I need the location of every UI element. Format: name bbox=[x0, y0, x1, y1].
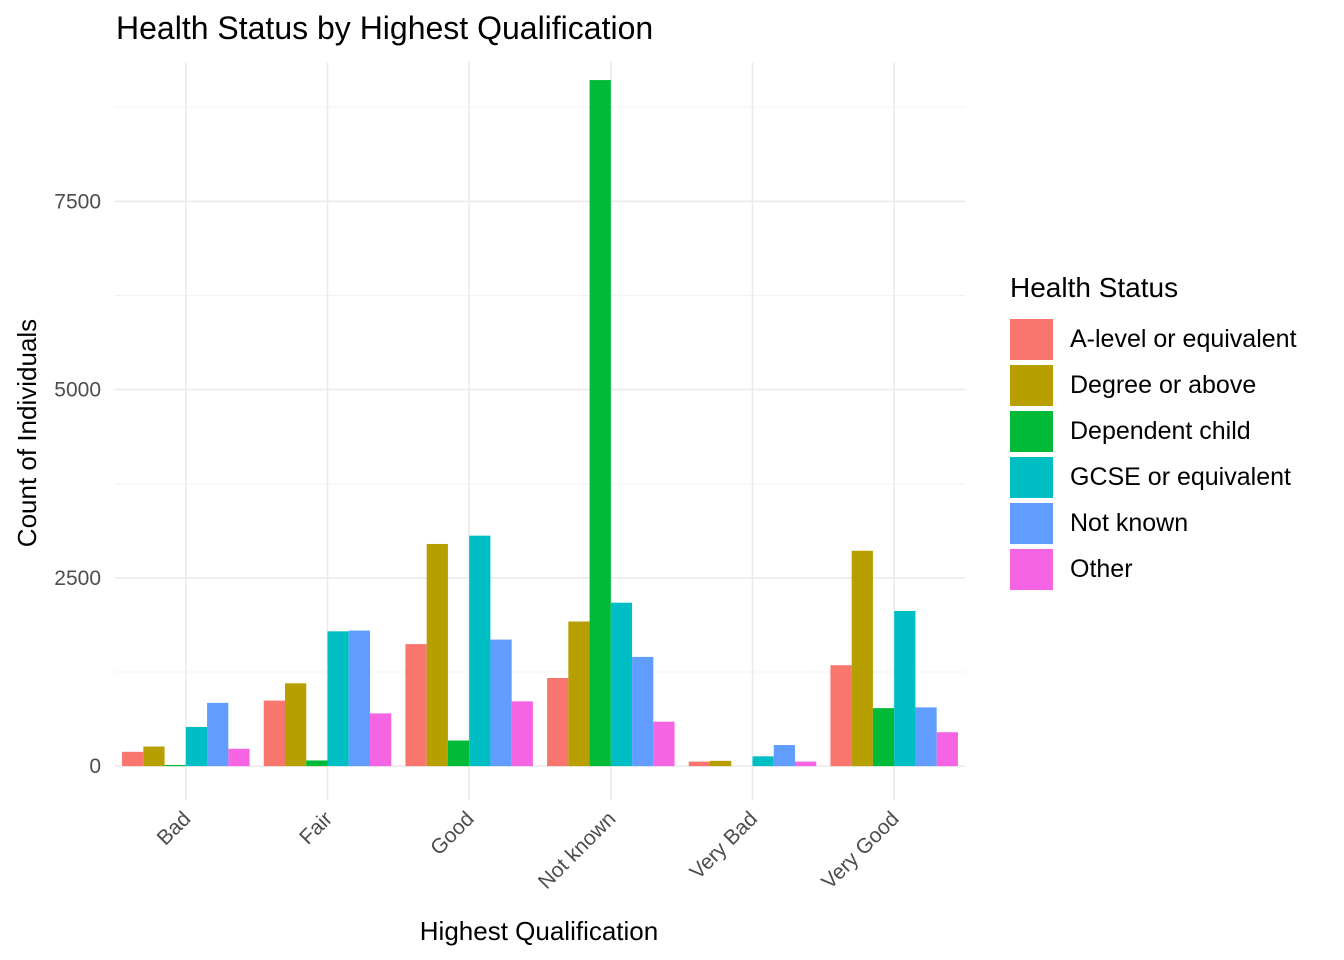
y-axis-title: Count of Individuals bbox=[12, 319, 42, 547]
x-tick-label: Not known bbox=[534, 807, 620, 893]
bar bbox=[589, 80, 611, 767]
bar-layer bbox=[122, 80, 958, 767]
bar bbox=[285, 683, 307, 767]
bar bbox=[568, 621, 590, 767]
bar bbox=[688, 761, 710, 767]
legend-swatch bbox=[1010, 456, 1053, 498]
bar bbox=[164, 764, 186, 767]
bar bbox=[143, 746, 165, 767]
bar bbox=[426, 543, 448, 767]
bar bbox=[610, 602, 633, 767]
x-tick-label: Very Bad bbox=[686, 807, 763, 884]
bar bbox=[773, 745, 795, 767]
bar bbox=[228, 748, 250, 767]
bar bbox=[795, 761, 817, 767]
legend-label: Other bbox=[1070, 554, 1133, 583]
x-tick-label: Good bbox=[426, 807, 479, 860]
legend-title: Health Status bbox=[1010, 272, 1179, 303]
y-tick-label: 5000 bbox=[54, 379, 101, 402]
legend-swatch bbox=[1010, 502, 1053, 544]
x-tick-label: Very Good bbox=[817, 807, 903, 893]
chart-title: Health Status by Highest Qualification bbox=[116, 10, 654, 46]
legend-item: GCSE or equivalent bbox=[1010, 454, 1297, 500]
legend-item: Other bbox=[1010, 546, 1297, 592]
bar bbox=[915, 707, 937, 767]
bar bbox=[894, 610, 916, 767]
bar bbox=[405, 644, 427, 767]
bar bbox=[469, 535, 491, 767]
bar bbox=[370, 713, 392, 767]
y-tick-label: 7500 bbox=[54, 190, 101, 213]
legend-label: GCSE or equivalent bbox=[1070, 462, 1291, 491]
bar bbox=[830, 665, 852, 767]
legend-item: Dependent child bbox=[1010, 408, 1297, 454]
legend-swatch bbox=[1010, 548, 1053, 590]
bar bbox=[327, 631, 349, 767]
legend-label: Not known bbox=[1070, 508, 1189, 537]
bar bbox=[306, 760, 328, 767]
legend-label: A-level or equivalent bbox=[1070, 324, 1297, 353]
y-tick-label: 2500 bbox=[54, 567, 101, 590]
bar bbox=[447, 740, 470, 767]
legend-item: Degree or above bbox=[1010, 362, 1297, 408]
x-axis-title: Highest Qualification bbox=[420, 916, 658, 946]
bar bbox=[207, 702, 229, 767]
bar bbox=[263, 700, 285, 767]
legend-swatch bbox=[1010, 318, 1053, 360]
bar bbox=[710, 760, 732, 767]
bar bbox=[348, 630, 370, 767]
bar bbox=[185, 726, 208, 767]
bar bbox=[653, 721, 675, 767]
bar bbox=[632, 656, 654, 767]
x-tick-label: Fair bbox=[295, 807, 337, 849]
bar bbox=[936, 732, 958, 767]
legend-items: A-level or equivalent Degree or above Depe… bbox=[1010, 316, 1297, 592]
bar bbox=[490, 639, 512, 767]
bar bbox=[122, 751, 144, 767]
legend-swatch bbox=[1010, 364, 1053, 406]
bar bbox=[872, 708, 895, 767]
legend-item: A-level or equivalent bbox=[1010, 316, 1297, 362]
bar bbox=[511, 701, 533, 767]
legend: Health Status A-level or equivalent Degre… bbox=[1010, 272, 1297, 592]
bar bbox=[851, 550, 873, 767]
legend-swatch bbox=[1010, 410, 1053, 452]
legend-label: Dependent child bbox=[1070, 416, 1251, 445]
legend-item: Not known bbox=[1010, 500, 1297, 546]
legend-label: Degree or above bbox=[1070, 370, 1257, 399]
y-tick-label: 0 bbox=[89, 755, 101, 778]
x-tick-label: Bad bbox=[153, 807, 196, 850]
bar bbox=[547, 678, 569, 767]
bar bbox=[752, 756, 774, 767]
